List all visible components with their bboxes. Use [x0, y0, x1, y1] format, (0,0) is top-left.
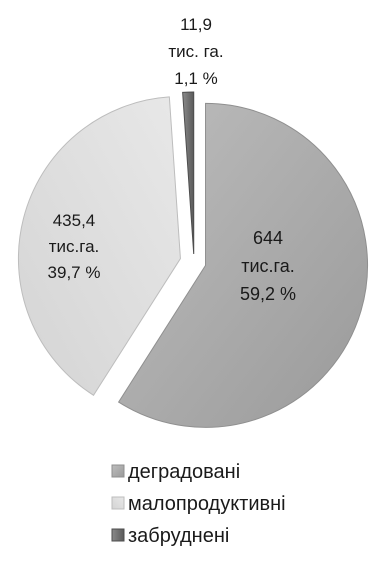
- data-label-line: 59,2 %: [240, 284, 296, 304]
- legend: деградовані малопродуктивні забруднені: [111, 461, 286, 547]
- data-label-line: тис. га.: [168, 42, 223, 61]
- data-label-low-productive: 435,4 тис.га. 39,7 %: [48, 211, 101, 282]
- data-label-line: тис.га.: [241, 256, 294, 276]
- pie-data-labels: 644 тис.га. 59,2 % 435,4 тис.га. 39,7 % 11,9 ти…: [48, 15, 296, 304]
- legend-swatch: [111, 464, 125, 478]
- data-label-line: 1,1 %: [174, 69, 217, 88]
- legend-item-polluted: забруднені: [111, 525, 229, 547]
- legend-item-low-productive: малопродуктивні: [111, 493, 286, 515]
- legend-item-degraded: деградовані: [111, 461, 240, 483]
- legend-swatch: [111, 528, 125, 542]
- slice-low-productive: [17, 96, 181, 396]
- data-label-line: 11,9: [180, 15, 212, 34]
- data-label-line: 644: [253, 228, 283, 248]
- legend-label: деградовані: [128, 461, 240, 483]
- legend-label: малопродуктивні: [128, 493, 286, 515]
- slice-degraded: [117, 102, 369, 428]
- data-label-line: 39,7 %: [48, 263, 101, 282]
- data-label-line: 435,4: [53, 211, 96, 230]
- data-label-line: тис.га.: [49, 237, 100, 256]
- legend-swatch: [111, 496, 125, 510]
- data-label-degraded: 644 тис.га. 59,2 %: [240, 228, 296, 304]
- pie-slices: [17, 91, 369, 428]
- legend-label: забруднені: [128, 525, 229, 547]
- slice-polluted: [182, 91, 195, 255]
- data-label-polluted: 11,9 тис. га. 1,1 %: [168, 15, 223, 88]
